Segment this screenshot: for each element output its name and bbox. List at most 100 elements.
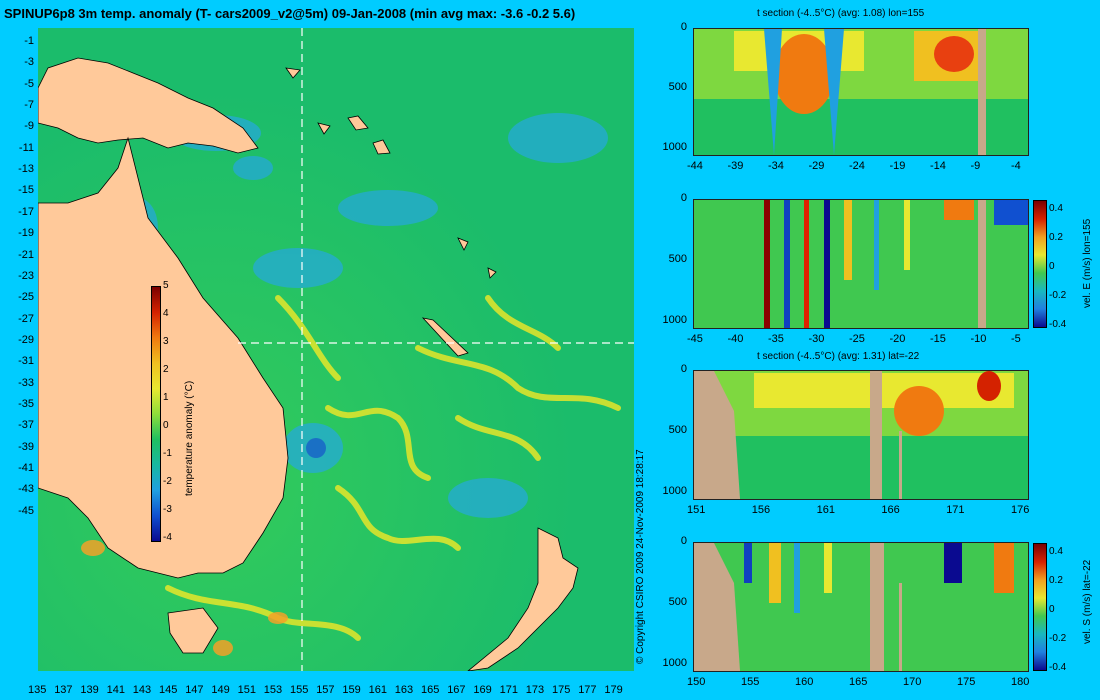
panel3-temp-section-lat-22 xyxy=(693,370,1029,500)
x-tick: -24 xyxy=(849,160,865,172)
panel4-colorbar xyxy=(1033,543,1047,671)
y-tick: 500 xyxy=(668,253,687,265)
colorbar-tick: 1 xyxy=(163,392,169,403)
colorbar-tick: 4 xyxy=(163,308,169,319)
lon-tick: 159 xyxy=(342,684,361,696)
y-tick: 1000 xyxy=(662,314,687,326)
panel2-colorbar-label: vel. E (m/s) lon=155 xyxy=(1082,218,1093,308)
x-tick: 170 xyxy=(903,676,922,688)
new-zealand xyxy=(467,527,579,671)
colorbar-tick: -0.2 xyxy=(1049,633,1067,644)
lat-tick: -43 xyxy=(18,483,34,496)
x-tick: -20 xyxy=(889,333,906,345)
lat-tick: -41 xyxy=(18,462,34,474)
lon-tick: 163 xyxy=(394,684,414,696)
panel2-colorbar xyxy=(1033,200,1047,328)
lon-tick: 161 xyxy=(368,684,387,696)
lon-tick: 151 xyxy=(237,684,256,696)
colorbar-tick: -0.4 xyxy=(1049,662,1067,673)
y-tick: 1000 xyxy=(662,141,687,153)
colorbar-tick: 0.2 xyxy=(1049,232,1063,243)
x-tick: 151 xyxy=(687,504,706,516)
y-tick: 0 xyxy=(680,535,687,547)
lon-tick: 145 xyxy=(159,684,178,696)
lon-tick: 135 xyxy=(28,684,47,696)
y-tick: 500 xyxy=(668,81,687,93)
x-tick: 176 xyxy=(1011,504,1030,516)
colorbar-tick: 0 xyxy=(1049,261,1055,272)
x-tick: -44 xyxy=(687,160,703,172)
colorbar-tick: 5 xyxy=(163,280,169,291)
lon-tick: 143 xyxy=(132,684,152,696)
lon-tick: 177 xyxy=(578,684,597,696)
x-tick: 160 xyxy=(795,676,814,688)
x-tick: -14 xyxy=(930,160,946,172)
colorbar-tick: -0.2 xyxy=(1049,290,1067,301)
lat-tick: -7 xyxy=(24,99,34,112)
lat-tick: -3 xyxy=(24,56,34,69)
lon-tick: 147 xyxy=(185,684,204,696)
lon-tick: 169 xyxy=(473,684,492,696)
lat-tick: -25 xyxy=(18,291,34,304)
x-tick: -15 xyxy=(930,333,946,345)
lat-tick: -35 xyxy=(18,397,34,410)
x-tick: 161 xyxy=(816,504,835,516)
landmasses xyxy=(38,57,579,671)
colorbar-tick: -2 xyxy=(163,476,172,487)
colorbar-tick: 0 xyxy=(1049,604,1055,615)
x-tick: 156 xyxy=(751,504,771,516)
lat-tick: -27 xyxy=(18,312,34,325)
lon-tick: 165 xyxy=(421,684,440,696)
lat-tick: -19 xyxy=(18,227,34,240)
colorbar-tick: 0.4 xyxy=(1049,546,1063,557)
panel4-canvas xyxy=(694,543,1028,671)
x-tick: 171 xyxy=(946,504,965,516)
x-tick: -29 xyxy=(808,160,825,172)
lon-tick: 175 xyxy=(552,684,571,696)
colorbar-tick: -4 xyxy=(163,532,172,543)
y-tick: 1000 xyxy=(662,657,687,669)
y-tick: 1000 xyxy=(662,485,687,497)
x-tick: -40 xyxy=(727,333,744,345)
lat-tick: -13 xyxy=(18,163,34,176)
colorbar-tick: 2 xyxy=(163,364,169,375)
x-tick: -35 xyxy=(768,333,784,345)
lon-tick: 179 xyxy=(604,684,623,696)
lat-tick: -23 xyxy=(18,269,34,282)
lon-tick: 139 xyxy=(80,684,99,696)
x-tick: -39 xyxy=(727,160,744,172)
panel2-canvas xyxy=(694,200,1028,328)
panel2-vel-east-lon155 xyxy=(693,199,1029,329)
map-canvas xyxy=(38,28,634,671)
temperature-colorbar xyxy=(151,286,161,542)
x-tick: -25 xyxy=(849,333,865,345)
lat-tick: -29 xyxy=(18,333,34,346)
colorbar-label: temperature anomaly (°C) xyxy=(184,380,195,496)
lon-tick: 155 xyxy=(290,684,309,696)
x-tick: 166 xyxy=(881,504,900,516)
lon-tick: 137 xyxy=(54,684,73,696)
lon-tick: 153 xyxy=(263,684,283,696)
lat-tick: -45 xyxy=(18,504,34,517)
tasmania xyxy=(167,607,219,654)
page-title: SPINUP6p8 3m temp. anomaly (T- cars2009_… xyxy=(4,6,576,21)
lat-tick: -15 xyxy=(18,184,34,197)
x-tick: -30 xyxy=(808,333,825,345)
colorbar-tick: -1 xyxy=(163,448,172,459)
lat-tick: -33 xyxy=(18,376,34,389)
x-tick: 155 xyxy=(741,676,760,688)
lon-tick: 173 xyxy=(525,684,545,696)
colorbar-tick: -3 xyxy=(163,504,172,515)
x-tick: 165 xyxy=(849,676,868,688)
lat-tick: -17 xyxy=(18,205,34,218)
x-tick: -34 xyxy=(768,160,784,172)
panel1-canvas xyxy=(694,29,1028,155)
x-tick: 180 xyxy=(1011,676,1030,688)
y-tick: 0 xyxy=(680,21,687,33)
temperature-anomaly-map xyxy=(38,28,634,671)
panel3-title: t section (-4..5°C) (avg: 1.31) lat=-22 xyxy=(757,351,920,362)
panel1-temp-section-lon155 xyxy=(693,28,1029,156)
x-tick: -45 xyxy=(687,333,703,345)
lon-tick: 141 xyxy=(106,684,125,696)
x-tick: -10 xyxy=(970,333,987,345)
